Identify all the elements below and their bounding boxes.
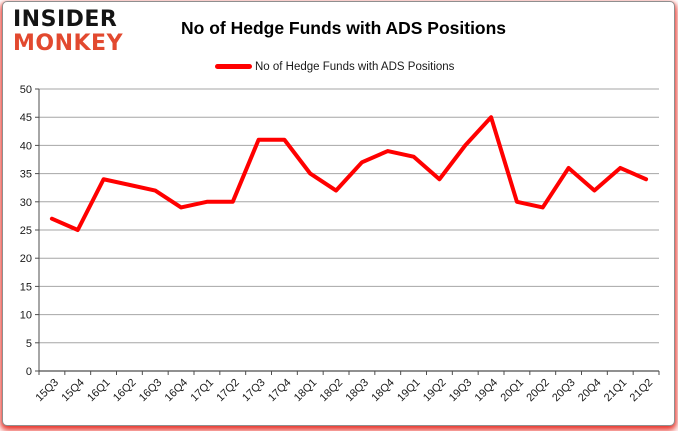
y-axis-label: 10: [20, 310, 32, 322]
y-axis-label: 45: [20, 112, 32, 124]
insider-monkey-logo: INSIDER MONKEY: [13, 9, 123, 55]
chart-card: INSIDER MONKEY No of Hedge Funds with AD…: [2, 1, 675, 426]
logo-line1: INSIDER: [13, 7, 118, 32]
x-axis-label: 16Q2: [111, 377, 139, 405]
x-axis-label: 19Q2: [421, 377, 449, 405]
x-axis-label: 21Q1: [602, 377, 630, 405]
x-axis-label: 19Q4: [473, 377, 501, 405]
legend: No of Hedge Funds with ADS Positions: [215, 60, 454, 73]
x-axis-label: 16Q3: [137, 377, 165, 405]
x-axis-label: 20Q3: [550, 377, 578, 405]
x-axis-label: 18Q4: [369, 377, 397, 405]
x-axis-label: 18Q3: [344, 377, 372, 405]
x-axis-label: 16Q1: [85, 377, 113, 405]
x-axis-label: 17Q1: [189, 377, 217, 405]
series-line: [49, 115, 649, 232]
x-axis-label: 17Q4: [266, 377, 294, 405]
y-axis-label: 35: [20, 169, 32, 181]
legend-line-swatch: [215, 64, 252, 69]
x-axis-label: 18Q1: [292, 377, 320, 405]
y-axis-label: 25: [20, 225, 32, 237]
logo-line2: MONKEY: [13, 31, 124, 56]
y-axis-label: 5: [26, 338, 32, 350]
x-axis-label: 15Q3: [34, 377, 62, 405]
y-axis-label: 20: [20, 253, 32, 265]
x-axis-label: 17Q2: [214, 377, 242, 405]
x-axis-label: 20Q4: [576, 377, 604, 405]
x-axis-label: 21Q2: [628, 377, 656, 405]
chart-canvas: 0 5 10 15 20 25 30 35 40 45 50 15Q315Q416Q116Q216Q3…: [20, 84, 660, 405]
x-axis-label: 20Q2: [524, 377, 552, 405]
chart-title: No of Hedge Funds with ADS Positions: [181, 18, 507, 38]
x-axis-label: 18Q2: [318, 377, 346, 405]
y-axis-label: 50: [20, 84, 32, 96]
y-axis-label: 15: [20, 281, 32, 293]
legend-label: No of Hedge Funds with ADS Positions: [255, 60, 455, 73]
x-axis-label: 17Q3: [240, 377, 268, 405]
x-axis-label: 15Q4: [59, 377, 87, 405]
x-axis-label: 19Q1: [395, 377, 423, 405]
x-axis-label: 20Q1: [499, 377, 527, 405]
y-axis-label: 30: [20, 197, 32, 209]
x-axis-label: 16Q4: [163, 377, 191, 405]
y-axis-label: 0: [26, 366, 32, 378]
x-axis-label: 19Q3: [447, 377, 475, 405]
y-axis-label: 40: [20, 140, 32, 152]
